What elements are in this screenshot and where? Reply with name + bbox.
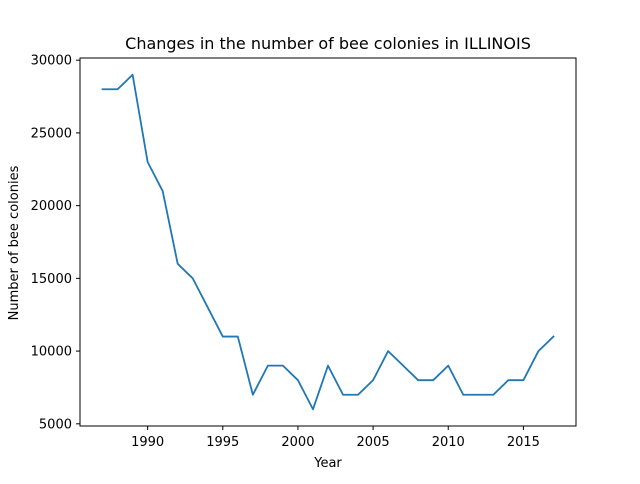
data-point — [297, 379, 299, 381]
data-point — [237, 336, 239, 338]
data-point — [492, 394, 494, 396]
data-point — [402, 365, 404, 367]
y-tick-label: 10000 — [31, 345, 72, 360]
data-point — [387, 350, 389, 352]
data-point — [447, 365, 449, 367]
plot-area — [79, 57, 577, 427]
x-tick-label: 1995 — [206, 435, 239, 450]
data-point — [117, 88, 119, 90]
x-tick-label: 1990 — [131, 435, 164, 450]
y-axis: 5000 10000 15000 20000 25000 30000 — [31, 54, 80, 432]
data-point — [147, 161, 149, 163]
data-point — [357, 394, 359, 396]
data-point — [207, 307, 209, 309]
x-tick-label: 2000 — [281, 435, 314, 450]
chart-title: Changes in the number of bee colonies in… — [125, 34, 531, 53]
y-tick-label: 20000 — [31, 199, 72, 214]
x-tick-label: 2015 — [507, 435, 540, 450]
data-point — [162, 190, 164, 192]
data-point — [192, 277, 194, 279]
data-point — [252, 394, 254, 396]
y-tick-label: 30000 — [31, 54, 72, 69]
x-tick-label: 2010 — [432, 435, 465, 450]
x-axis-label: Year — [313, 456, 342, 471]
data-point — [538, 350, 540, 352]
y-tick-label: 25000 — [31, 126, 72, 141]
data-point — [477, 394, 479, 396]
data-point — [342, 394, 344, 396]
y-tick-label: 5000 — [39, 417, 72, 432]
data-point — [177, 263, 179, 265]
data-point — [222, 336, 224, 338]
x-tick-label: 2005 — [357, 435, 390, 450]
data-point — [372, 379, 374, 381]
y-tick-label: 15000 — [31, 272, 72, 287]
data-point — [553, 336, 555, 338]
axes-frame — [79, 57, 577, 427]
data-point — [432, 379, 434, 381]
x-axis: 1990 1995 2000 2005 2010 2015 — [131, 426, 540, 450]
data-point — [132, 74, 134, 76]
data-point — [312, 408, 314, 410]
data-point — [327, 365, 329, 367]
data-point — [462, 394, 464, 396]
data-point — [417, 379, 419, 381]
y-axis-label: Number of bee colonies — [7, 165, 22, 320]
data-point — [282, 365, 284, 367]
data-point — [267, 365, 269, 367]
series-line — [101, 73, 555, 411]
data-point — [102, 88, 104, 90]
data-point — [522, 379, 524, 381]
data-point — [507, 379, 509, 381]
